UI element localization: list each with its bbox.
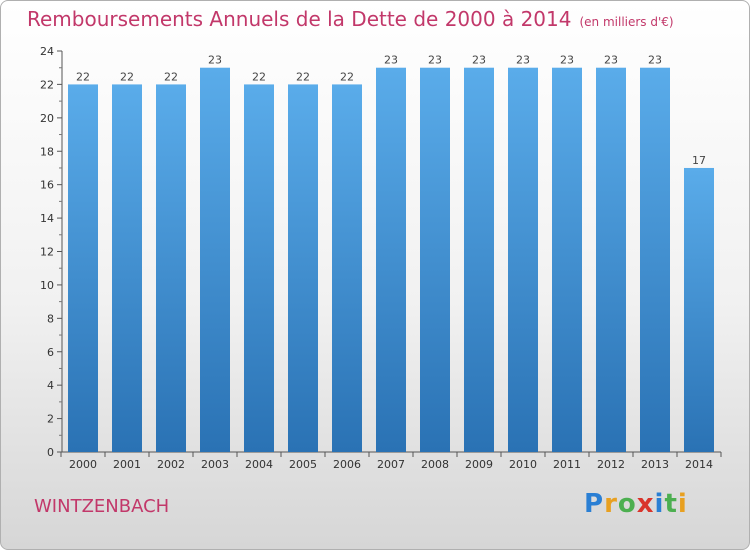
y-tick-label: 18: [40, 145, 54, 158]
bar-value-label: 23: [472, 54, 486, 67]
bar: [244, 84, 274, 453]
x-tick-label: 2013: [641, 458, 669, 471]
chart-title: Remboursements Annuels de la Dette de 20…: [27, 7, 674, 31]
y-tick-label: 12: [40, 246, 54, 259]
y-tick-label: 10: [40, 279, 54, 292]
bar: [684, 167, 714, 453]
x-tick-label: 2000: [69, 458, 97, 471]
bar: [376, 67, 406, 452]
x-tick-label: 2004: [245, 458, 273, 471]
bar-value-label: 23: [428, 54, 442, 67]
x-tick-label: 2010: [509, 458, 537, 471]
y-tick-label: 4: [47, 379, 54, 392]
chart-subtitle: (en milliers d'€): [579, 15, 674, 29]
x-tick-label: 2003: [201, 458, 229, 471]
bar-value-label: 22: [296, 70, 310, 83]
y-tick-label: 0: [47, 446, 54, 459]
bar: [508, 67, 538, 452]
bar-value-label: 23: [208, 54, 222, 67]
x-tick-label: 2014: [685, 458, 713, 471]
y-tick-label: 14: [40, 212, 54, 225]
bar-value-label: 23: [516, 54, 530, 67]
bar: [420, 67, 450, 452]
x-tick-label: 2011: [553, 458, 581, 471]
y-tick-label: 24: [40, 45, 54, 58]
bar: [596, 67, 626, 452]
bar: [156, 84, 186, 453]
bar-value-label: 23: [604, 54, 618, 67]
bar: [332, 84, 362, 453]
location-name: WINTZENBACH: [34, 496, 170, 517]
x-tick-label: 2009: [465, 458, 493, 471]
y-tick-label: 20: [40, 112, 54, 125]
bar: [640, 67, 670, 452]
y-tick-label: 2: [47, 413, 54, 426]
x-tick-label: 2007: [377, 458, 405, 471]
y-tick-label: 22: [40, 78, 54, 91]
x-tick-label: 2005: [289, 458, 317, 471]
y-tick-label: 6: [47, 346, 54, 359]
x-tick-label: 2002: [157, 458, 185, 471]
bar: [68, 84, 98, 453]
bar-value-label: 22: [76, 70, 90, 83]
bar-value-label: 22: [164, 70, 178, 83]
bar: [200, 67, 230, 452]
y-tick-label: 8: [47, 312, 54, 325]
x-tick-label: 2006: [333, 458, 361, 471]
x-tick-label: 2008: [421, 458, 449, 471]
bar-value-label: 22: [340, 70, 354, 83]
bar-value-label: 23: [384, 54, 398, 67]
x-tick-label: 2012: [597, 458, 625, 471]
bar-value-label: 17: [692, 154, 706, 167]
bar-value-label: 22: [120, 70, 134, 83]
bar: [288, 84, 318, 453]
proxiti-logo: Proxiti: [584, 489, 688, 519]
bar-value-label: 22: [252, 70, 266, 83]
y-tick-label: 16: [40, 179, 54, 192]
bar: [112, 84, 142, 453]
bar: [464, 67, 494, 452]
bar: [552, 67, 582, 452]
x-tick-label: 2001: [113, 458, 141, 471]
chart-title-text: Remboursements Annuels de la Dette de 20…: [27, 7, 572, 31]
bar-value-label: 23: [560, 54, 574, 67]
bar-value-label: 23: [648, 54, 662, 67]
